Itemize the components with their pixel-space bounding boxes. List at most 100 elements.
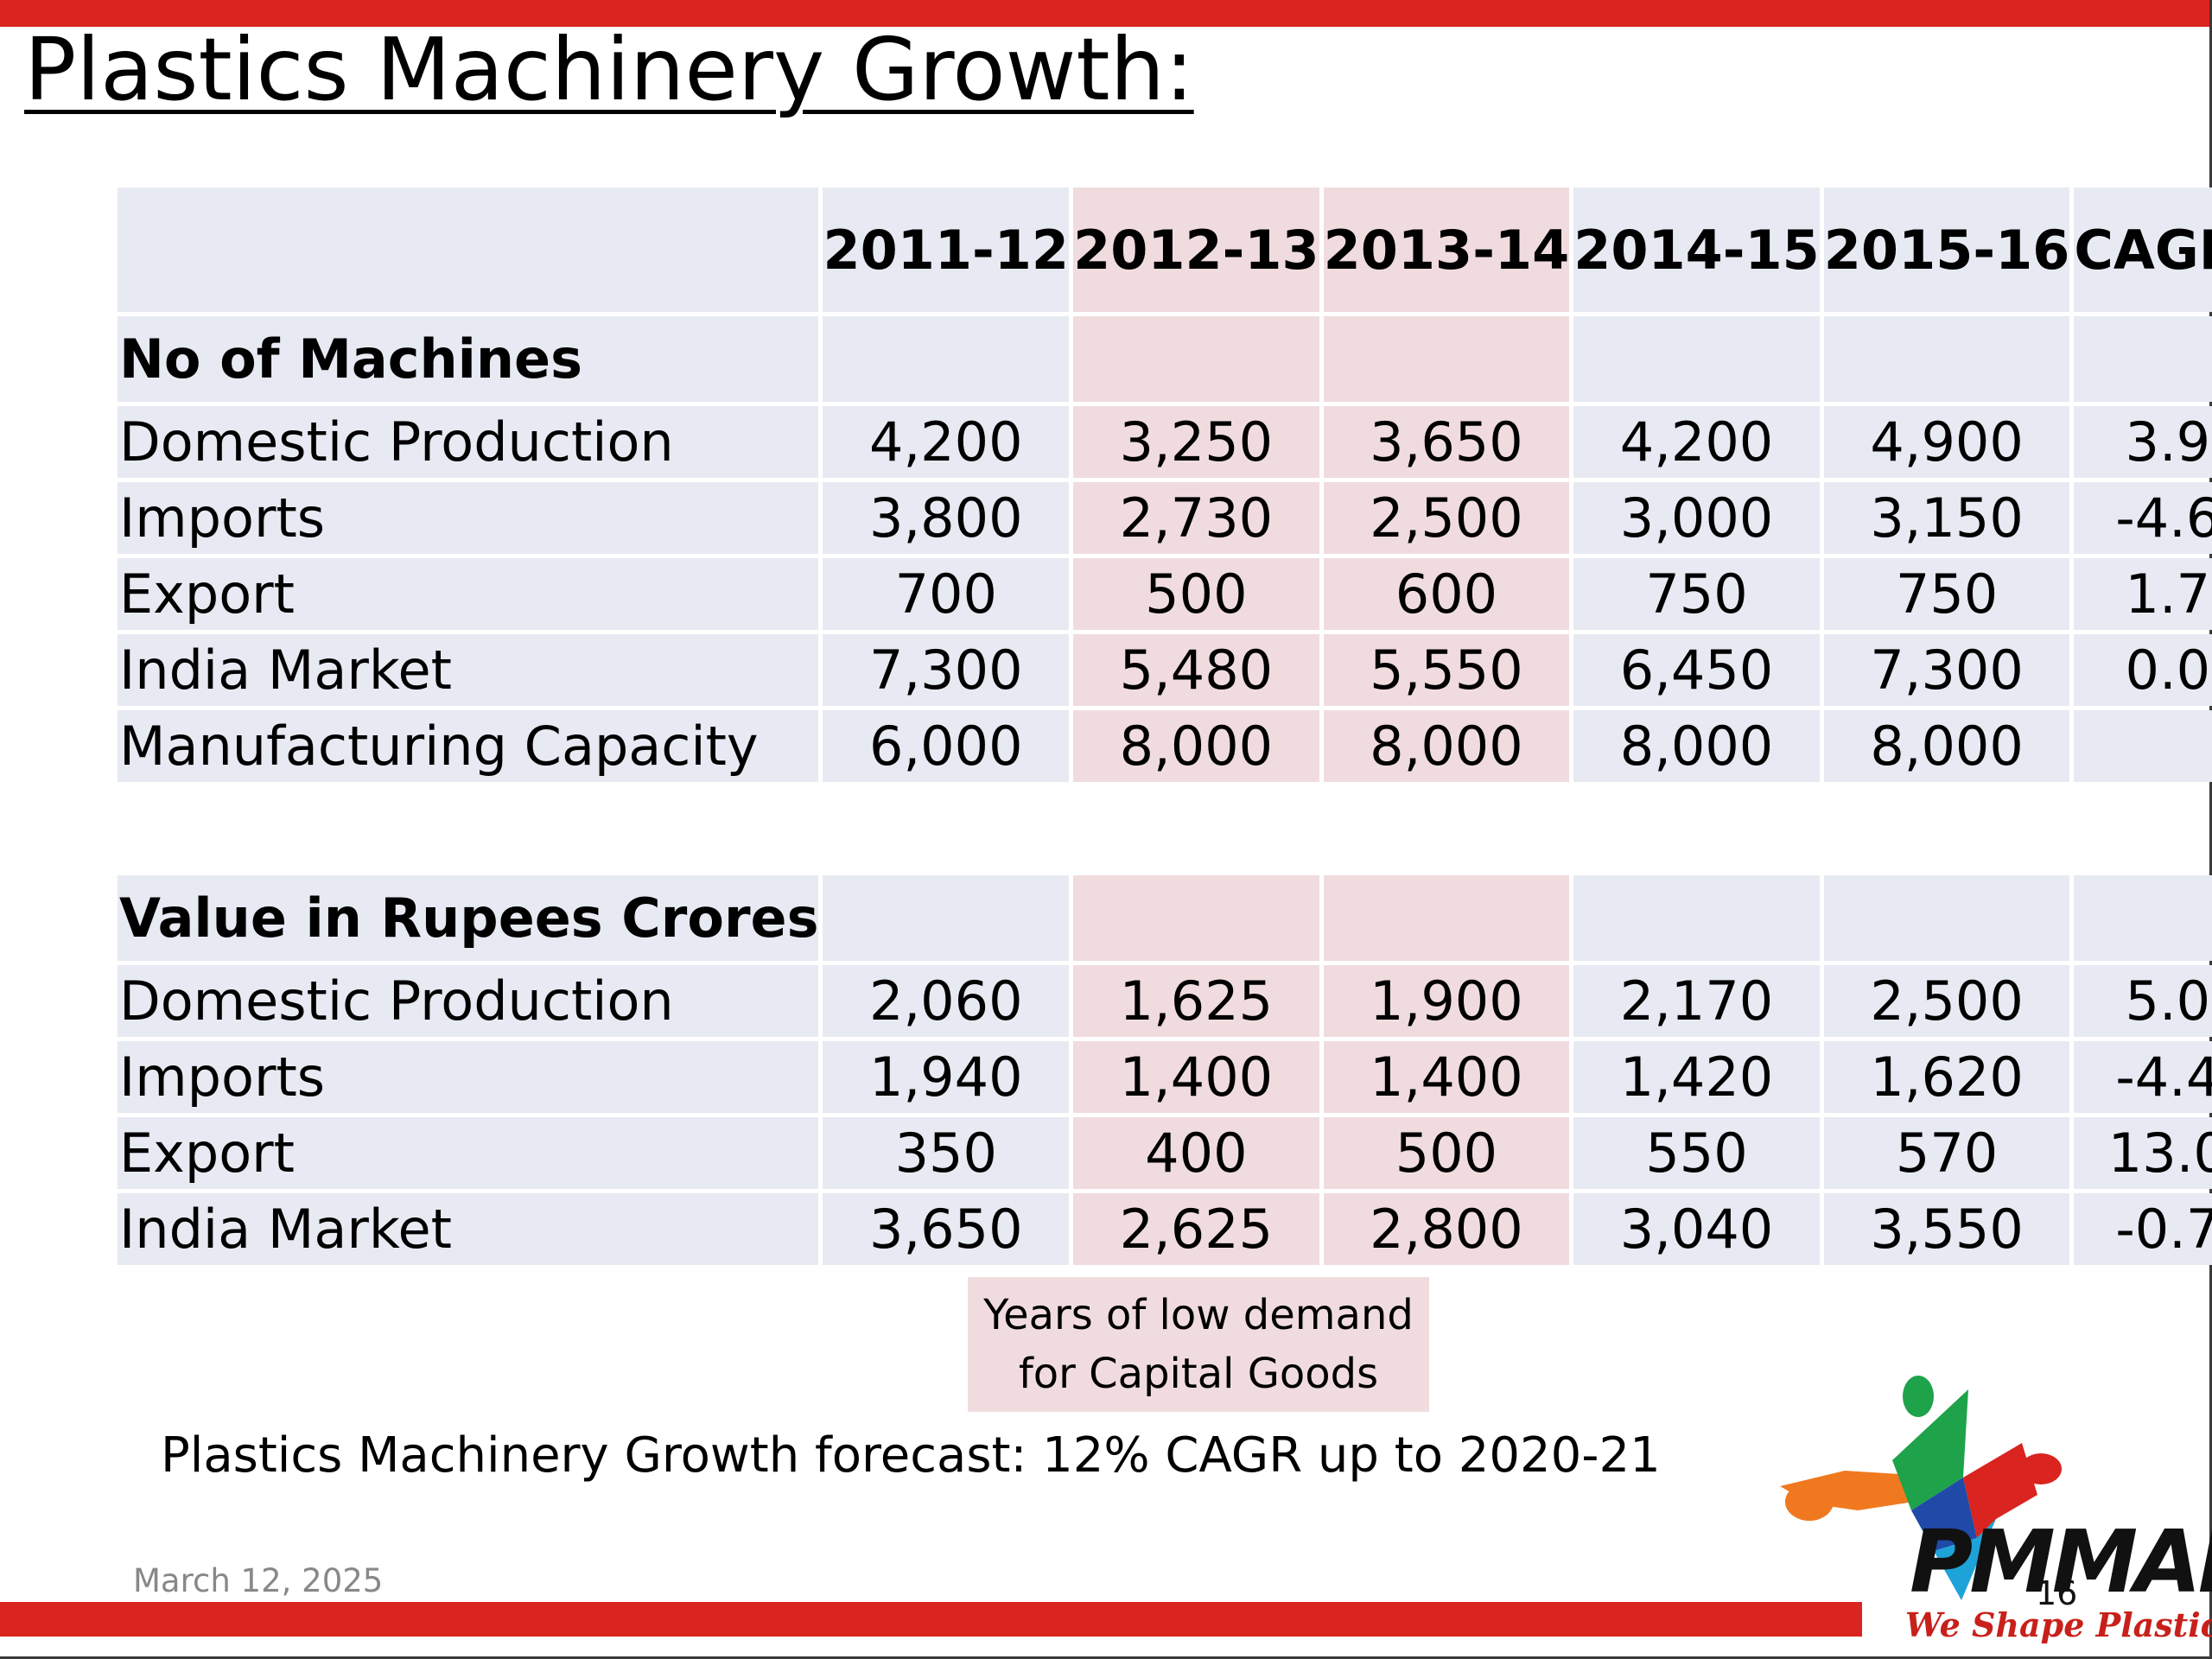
table-row: India Market 7,300 5,480 5,550 6,450 7,3… — [118, 634, 2212, 706]
section-title: Value in Rupees Crores — [118, 875, 819, 961]
table-cell: 13.0% — [2074, 1117, 2212, 1189]
pmmai-logo-mark — [1780, 1376, 2062, 1600]
table-cell: 2,730 — [1073, 482, 1319, 554]
logo-blue-shape — [1911, 1478, 1977, 1551]
table-cell: 3.9% — [2074, 406, 2212, 478]
table-cell: 7,300 — [1823, 634, 2070, 706]
logo-red-shape — [1963, 1443, 2037, 1538]
header-empty-cell — [118, 188, 819, 312]
logo-wordmark: PMMAI — [1910, 1511, 2212, 1612]
note-line: Years of low demand — [983, 1291, 1414, 1339]
table-cell: 750 — [1823, 558, 2070, 630]
slide-border-right — [2209, 0, 2212, 1659]
logo-orange-dot — [1785, 1483, 1834, 1521]
top-accent-bar — [0, 0, 2212, 27]
table-cell: 3,250 — [1073, 406, 1319, 478]
table-cell: 500 — [1073, 558, 1319, 630]
table-cell: 8,000 — [1073, 710, 1319, 782]
table-cell: 1,625 — [1073, 965, 1319, 1037]
column-header: 2013-14 — [1323, 188, 1570, 312]
table-cell: 3,000 — [1573, 482, 1820, 554]
table-cell: 1,400 — [1073, 1041, 1319, 1113]
table-row: India Market 3,650 2,625 2,800 3,040 3,5… — [118, 1193, 2212, 1265]
table-row: Domestic Production 4,200 3,250 3,650 4,… — [118, 406, 2212, 478]
logo-green-dot — [1903, 1376, 1934, 1417]
table-cell: 6,000 — [823, 710, 1070, 782]
table-row: Export 700 500 600 750 750 1.7% — [118, 558, 2212, 630]
table-cell: 500 — [1323, 1117, 1570, 1189]
table-cell: 0.0% — [2074, 634, 2212, 706]
table-cell: 5.0% — [2074, 965, 2212, 1037]
slide-date: March 12, 2025 — [133, 1562, 384, 1599]
table-cell — [1573, 316, 1820, 402]
table-cell: 2,170 — [1573, 965, 1820, 1037]
row-label: Export — [118, 1117, 819, 1189]
table-cell — [2074, 316, 2212, 402]
table-cell — [2074, 710, 2212, 782]
table-cell: 400 — [1073, 1117, 1319, 1189]
table-cell: -0.7% — [2074, 1193, 2212, 1265]
table-cell: 5,480 — [1073, 634, 1319, 706]
note-line: for Capital Goods — [1018, 1350, 1379, 1398]
table-cell: 3,150 — [1823, 482, 2070, 554]
table-cell: 2,060 — [823, 965, 1070, 1037]
slide-title: Plastics Machinery Growth: — [24, 19, 1194, 120]
table-cell — [1073, 316, 1319, 402]
table-cell: 600 — [1323, 558, 1570, 630]
column-header: CAGR % — [2074, 188, 2212, 312]
column-header: 2015-16 — [1823, 188, 2070, 312]
row-label: India Market — [118, 1193, 819, 1265]
section-spacer — [118, 786, 2212, 871]
section-title: No of Machines — [118, 316, 819, 402]
table-row: Imports 3,800 2,730 2,500 3,000 3,150 -4… — [118, 482, 2212, 554]
section-header-row: Value in Rupees Crores — [118, 875, 2212, 961]
table-cell: 550 — [1573, 1117, 1820, 1189]
logo-green-shape — [1892, 1389, 1968, 1510]
table-cell: 2,500 — [1823, 965, 2070, 1037]
row-label: India Market — [118, 634, 819, 706]
bottom-accent-bar — [0, 1602, 1862, 1637]
table-cell: 1,940 — [823, 1041, 1070, 1113]
table-cell — [2074, 875, 2212, 961]
table-cell: 4,200 — [1573, 406, 1820, 478]
table-cell: 3,040 — [1573, 1193, 1820, 1265]
page-number: 16 — [2036, 1574, 2078, 1612]
row-label: Imports — [118, 482, 819, 554]
slide-border-bottom — [0, 1656, 2212, 1659]
table-cell: 1,400 — [1323, 1041, 1570, 1113]
row-label: Imports — [118, 1041, 819, 1113]
table-cell — [1823, 875, 2070, 961]
table-cell — [1323, 316, 1570, 402]
table-cell: 2,800 — [1323, 1193, 1570, 1265]
table-cell — [1323, 875, 1570, 961]
table-cell: 4,900 — [1823, 406, 2070, 478]
table-cell: 3,650 — [1323, 406, 1570, 478]
table-cell: 3,800 — [823, 482, 1070, 554]
table-row: Manufacturing Capacity 6,000 8,000 8,000… — [118, 710, 2212, 782]
column-header: 2012-13 — [1073, 188, 1319, 312]
row-label: Manufacturing Capacity — [118, 710, 819, 782]
table-cell: 3,550 — [1823, 1193, 2070, 1265]
table-cell: 1,620 — [1823, 1041, 2070, 1113]
logo-tagline: We Shape Plastics… — [1905, 1605, 2212, 1644]
column-header: 2014-15 — [1573, 188, 1820, 312]
table-cell: 350 — [823, 1117, 1070, 1189]
table-cell: 8,000 — [1323, 710, 1570, 782]
table-row: Imports 1,940 1,400 1,400 1,420 1,620 -4… — [118, 1041, 2212, 1113]
table-cell — [1573, 875, 1820, 961]
table-cell: 7,300 — [823, 634, 1070, 706]
table-cell: 6,450 — [1573, 634, 1820, 706]
table-cell — [823, 316, 1070, 402]
table-row: Domestic Production 2,060 1,625 1,900 2,… — [118, 965, 2212, 1037]
low-demand-note: Years of low demand for Capital Goods — [968, 1277, 1429, 1412]
logo-cyan-shape — [1934, 1519, 1996, 1600]
row-label: Domestic Production — [118, 406, 819, 478]
table-cell: 3,650 — [823, 1193, 1070, 1265]
table-cell: 700 — [823, 558, 1070, 630]
table-cell: 1,420 — [1573, 1041, 1820, 1113]
table-cell: -4.4% — [2074, 1041, 2212, 1113]
table-cell — [1073, 875, 1319, 961]
table-row: Export 350 400 500 550 570 13.0% — [118, 1117, 2212, 1189]
logo-red-dot — [2020, 1453, 2062, 1484]
table-cell: 8,000 — [1573, 710, 1820, 782]
